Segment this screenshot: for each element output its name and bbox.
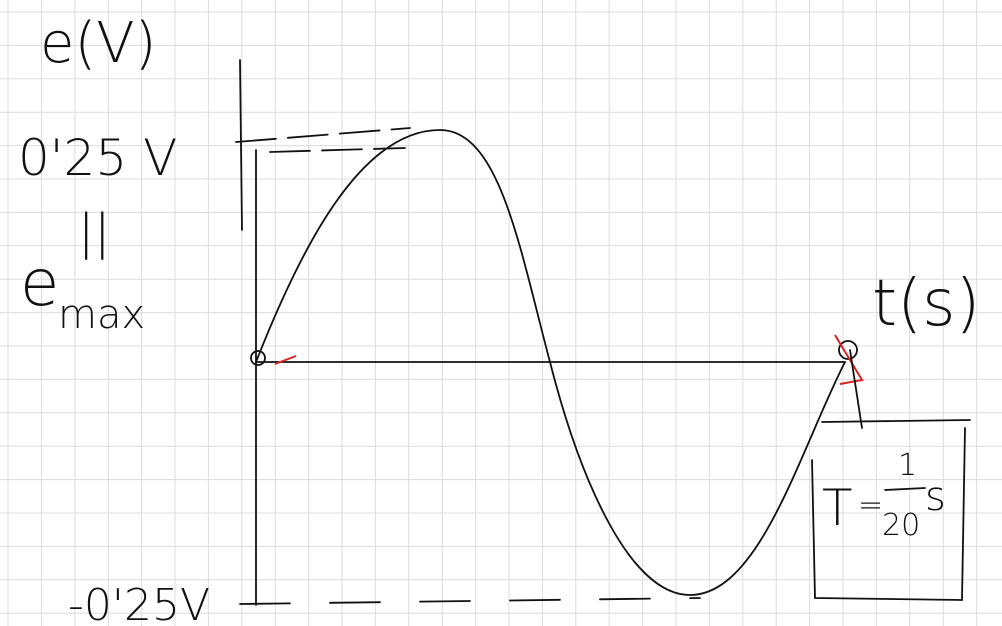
equals-sign: || [78,204,110,260]
y-axis-label: e(V) [40,11,156,76]
period-sign: = [858,488,883,523]
period-box [811,419,971,601]
period-unit: s [925,474,946,520]
origin-point [250,350,266,366]
emax-label: e [20,247,59,321]
period-arrow [849,349,863,429]
emax-subscript: max [58,292,145,338]
fraction-bar [884,487,926,491]
max-guide [235,127,411,153]
y-axis-top-stroke [239,59,243,231]
max-label: 0'25 V [18,129,177,187]
period-symbol: T [822,479,853,537]
red-tick [274,355,297,365]
period-numerator: 1 [898,448,917,483]
period-denominator: 20 [882,508,920,543]
sine-curve [255,129,846,596]
red-tick [834,334,864,385]
min-guide [239,597,701,605]
min-label: -0'25V [68,580,210,626]
x-axis-label: t(s) [872,267,980,341]
period-point [838,340,858,360]
